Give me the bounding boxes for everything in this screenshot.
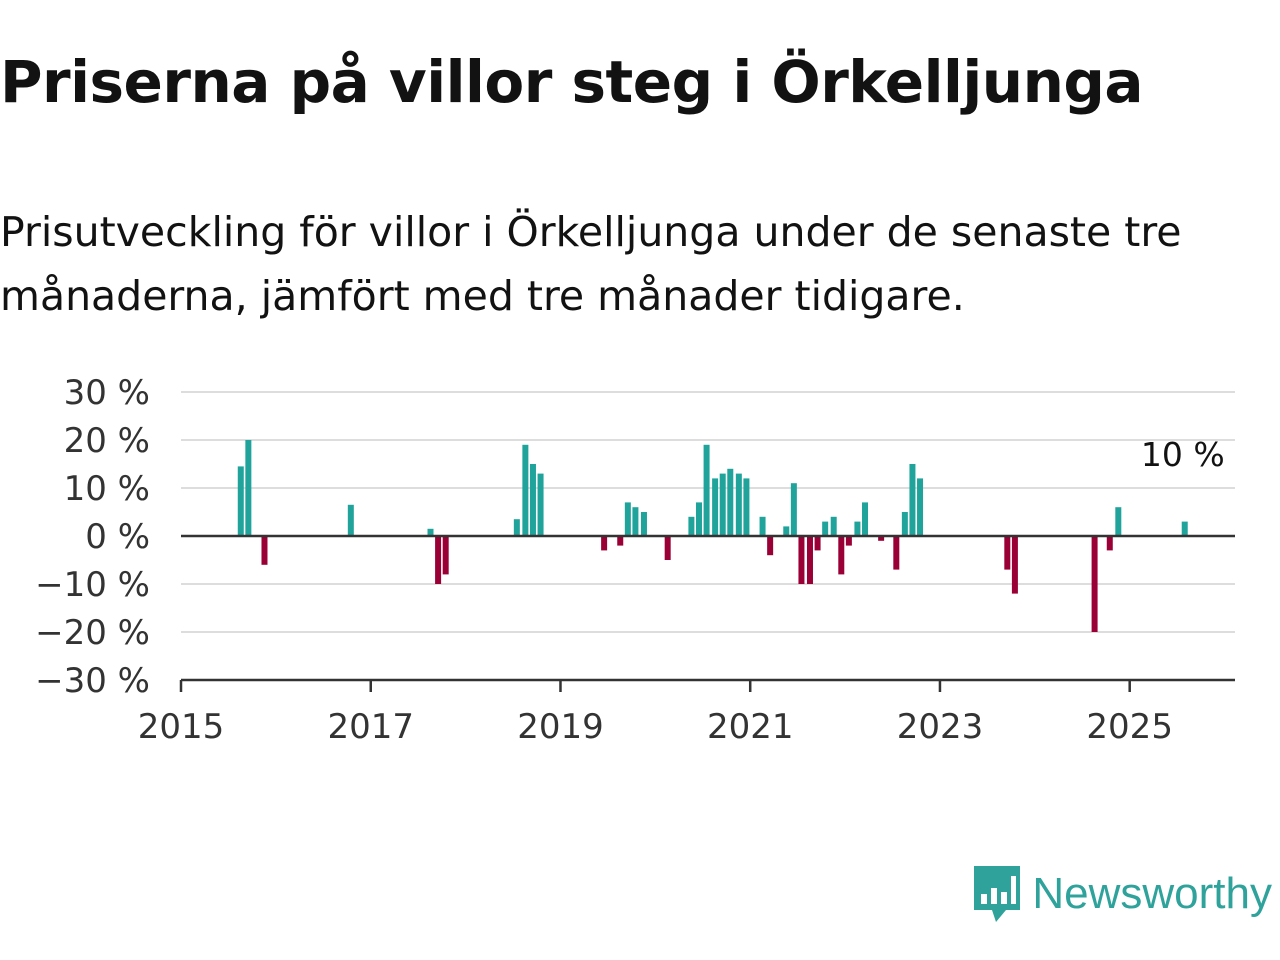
bar <box>435 536 442 584</box>
bar <box>917 478 924 536</box>
bar <box>522 444 529 536</box>
y-tick-label: −10 % <box>35 565 150 605</box>
x-tick-label: 2019 <box>517 707 604 747</box>
bar <box>513 519 520 536</box>
bar <box>822 521 829 536</box>
y-tick-label: 0 % <box>85 517 150 557</box>
x-tick-label: 2025 <box>1086 707 1173 747</box>
bar-chart: 30 % 20 % 10 % 0 % −10 % −20 % −30 % 2015 2017 20… <box>35 373 1235 747</box>
bar <box>237 466 244 536</box>
bar <box>735 473 742 536</box>
y-tick-label: 30 % <box>64 373 150 413</box>
bar <box>624 502 631 536</box>
bar <box>1115 507 1122 536</box>
x-tick-label: 2015 <box>138 707 225 747</box>
bar <box>759 516 766 536</box>
bar <box>814 536 821 551</box>
y-tick-label: 10 % <box>64 469 150 509</box>
bar <box>245 440 252 536</box>
bar <box>893 536 900 570</box>
bar <box>537 473 544 536</box>
bar <box>347 504 354 536</box>
bar <box>783 526 790 536</box>
bar <box>909 464 916 536</box>
last-value-label: 10 % <box>1141 435 1225 474</box>
bar <box>1004 536 1011 570</box>
bar <box>727 468 734 536</box>
bar <box>862 502 869 536</box>
bar <box>845 536 852 546</box>
x-tick-label: 2023 <box>897 707 984 747</box>
y-tick-label: −20 % <box>35 613 150 653</box>
bar <box>529 464 536 536</box>
newsworthy-logo-icon <box>974 866 1021 922</box>
bar <box>798 536 805 584</box>
y-tick-label: −30 % <box>35 661 150 701</box>
x-tick-label: 2017 <box>327 707 414 747</box>
bar <box>427 528 434 536</box>
bar <box>1181 521 1188 536</box>
chart-title: Priserna på villor steg i Örkelljunga <box>0 48 1144 116</box>
bar <box>790 483 797 536</box>
bar <box>830 516 837 536</box>
bar <box>442 536 449 575</box>
bar <box>1011 536 1018 594</box>
bar <box>703 444 710 536</box>
bar <box>617 536 624 546</box>
bar <box>632 507 639 536</box>
bar <box>640 512 647 536</box>
bar <box>854 521 861 536</box>
bar <box>1091 536 1098 632</box>
bar <box>261 536 268 565</box>
bar <box>688 516 695 536</box>
bar <box>878 536 885 541</box>
bar <box>712 478 719 536</box>
bar <box>664 536 671 560</box>
bar <box>806 536 813 584</box>
chart-subtitle: Prisutveckling för villor i Örkelljunga … <box>0 208 1182 320</box>
bar <box>1106 536 1113 551</box>
bar <box>695 502 702 536</box>
x-tick-label: 2021 <box>707 707 794 747</box>
y-tick-label: 20 % <box>64 421 150 461</box>
brand-name: Newsworthy <box>1032 869 1272 918</box>
brand-logo: Newsworthy <box>972 864 1272 924</box>
bar <box>901 512 908 536</box>
bar <box>601 536 608 551</box>
bar <box>838 536 845 575</box>
bar <box>719 473 726 536</box>
bar <box>767 536 774 556</box>
bar <box>743 478 750 536</box>
